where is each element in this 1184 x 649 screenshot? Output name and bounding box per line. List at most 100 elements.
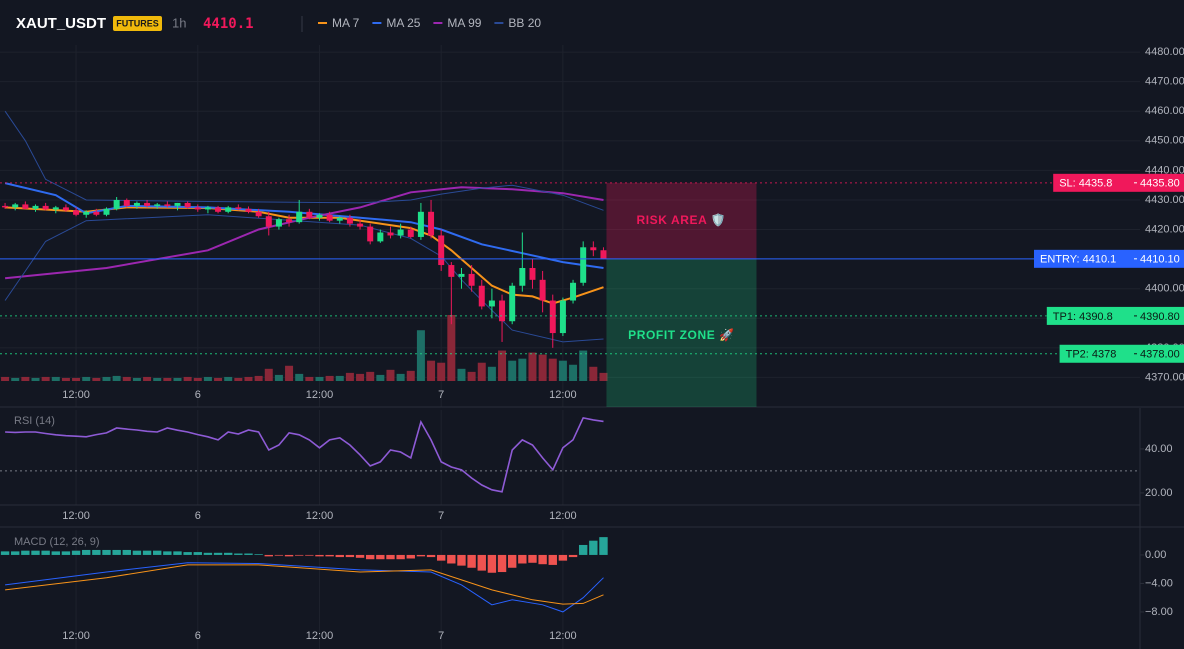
volume-bar [518, 358, 527, 381]
level-tag [1059, 344, 1184, 363]
candle-body [316, 214, 323, 218]
volume-bar [569, 364, 578, 381]
x-tick-label: 12:00 [549, 630, 577, 642]
candle-body [42, 205, 49, 210]
candle-body [164, 204, 171, 206]
candle-body [174, 202, 181, 206]
x-tick-label: 7 [438, 630, 444, 642]
volume-bar [285, 365, 294, 381]
macd-histogram-bar [487, 554, 497, 573]
signal-line [5, 564, 604, 605]
candle-body [265, 216, 272, 227]
volume-bar [21, 376, 30, 381]
macd-histogram-bar [41, 550, 50, 555]
candle-body [438, 235, 445, 266]
macd-histogram-bar [467, 554, 476, 568]
candle-body [570, 282, 577, 301]
volume-bar [183, 376, 192, 381]
candle-body [336, 217, 343, 221]
volume-bar [335, 375, 344, 381]
candle-body [417, 211, 424, 237]
candle-body [113, 199, 120, 209]
macd-histogram-bar [82, 549, 91, 555]
volume-bar [416, 330, 425, 381]
zone-label: RISK AREA 🛡️ [636, 213, 726, 227]
macd-histogram-bar [548, 554, 557, 565]
macd-histogram-bar [376, 554, 385, 560]
x-tick-label: 7 [438, 510, 444, 522]
symbol: XAUT_USDT [16, 15, 106, 32]
macd-line [5, 562, 604, 613]
volume-bar [467, 371, 476, 381]
volume-bar [112, 375, 121, 381]
legend-label: MA 7 [332, 16, 360, 30]
badge-bg [113, 16, 162, 31]
volume-bar [1, 376, 10, 381]
candle-body [62, 207, 69, 211]
macd-histogram-bar [163, 551, 172, 555]
volume-bar [224, 376, 233, 381]
level-axis-label: 4390.80 [1140, 311, 1180, 323]
candle-body [468, 273, 475, 286]
volume-bar [82, 376, 91, 381]
candle-body [93, 211, 100, 215]
volume-bar [234, 377, 243, 381]
x-tick-label: 6 [195, 630, 201, 642]
candle-body [397, 229, 404, 236]
volume-bar [345, 372, 354, 381]
candle-body [509, 285, 516, 322]
candle-body [306, 211, 313, 218]
macd-histogram-bar [173, 551, 182, 555]
candle-body [296, 211, 303, 223]
macd-histogram-bar [254, 554, 263, 555]
macd-histogram-bar [436, 554, 446, 561]
candle-body [133, 202, 140, 206]
candle-body [367, 226, 374, 242]
volume-bar [305, 376, 314, 381]
level-tag [1053, 173, 1184, 192]
y-tick-label: 0.00 [1145, 549, 1166, 561]
volume-bar [396, 373, 405, 381]
volume-bar [366, 371, 375, 381]
candle-body [499, 300, 506, 322]
rsi-line [5, 416, 604, 493]
volume-bar [487, 366, 496, 381]
macd-histogram-bar [122, 549, 131, 555]
candle-body [286, 219, 293, 223]
volume-bar [599, 372, 608, 381]
panel-title: RSI (14) [14, 415, 55, 427]
candle-body [549, 300, 556, 334]
volume-bar [356, 373, 365, 381]
candle-body [215, 207, 222, 212]
candle-body [529, 267, 536, 280]
candle-body [194, 207, 201, 210]
candle-body [387, 232, 394, 236]
macd-histogram-bar [71, 550, 81, 555]
macd-histogram-bar [234, 553, 243, 555]
macd-histogram-bar [426, 554, 436, 558]
legend-label: MA 99 [447, 16, 481, 30]
zone [606, 182, 757, 259]
zone [606, 258, 757, 407]
macd-histogram-bar [294, 554, 304, 556]
candle-body [235, 207, 242, 209]
macd-histogram-bar [31, 550, 40, 555]
y-tick-label: 4480.00 [1145, 46, 1184, 58]
candle-body [357, 223, 364, 227]
macd-histogram-bar [538, 554, 547, 565]
x-tick-label: 12:00 [306, 630, 334, 642]
volume-bar [508, 360, 517, 381]
macd-histogram-bar [183, 552, 192, 555]
volume-bar [477, 362, 486, 381]
macd-histogram-bar [406, 554, 415, 559]
level-label: SL: 4435.8 [1059, 178, 1112, 190]
macd-histogram-bar [21, 550, 30, 555]
y-tick-label: 4430.00 [1145, 194, 1184, 206]
candle-body [255, 211, 262, 217]
level-label: TP1: 4390.8 [1053, 311, 1113, 323]
candle-body [275, 219, 282, 227]
last-price: 4410.1 [203, 16, 254, 32]
candle-body [73, 210, 80, 215]
macd-histogram-bar [325, 554, 334, 557]
